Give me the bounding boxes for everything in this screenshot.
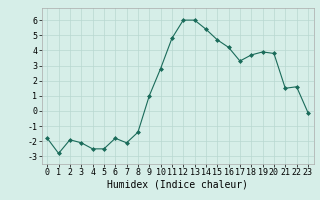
- X-axis label: Humidex (Indice chaleur): Humidex (Indice chaleur): [107, 180, 248, 190]
